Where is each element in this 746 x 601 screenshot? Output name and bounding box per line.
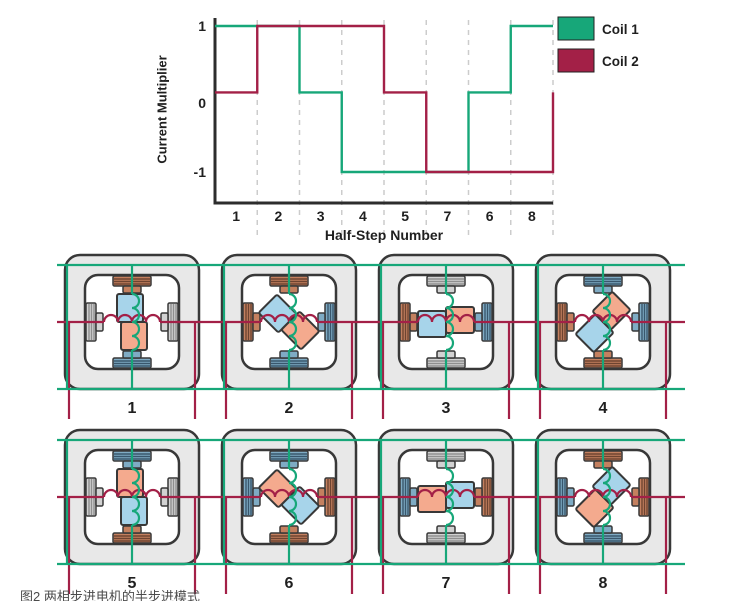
motor-diagram-4: 4 xyxy=(528,253,685,419)
coil1-wire xyxy=(371,263,528,391)
legend-label-coil2: Coil 2 xyxy=(602,54,639,69)
motor-number: 7 xyxy=(442,575,451,592)
coil2-line xyxy=(215,24,555,174)
motor-diagram-3: 3 xyxy=(371,253,528,419)
x-tick-label: 5 xyxy=(401,208,409,224)
coil1-wire xyxy=(214,263,371,391)
motor-state-grid: 1 2 xyxy=(57,249,685,596)
motor-number: 3 xyxy=(442,400,451,417)
coil1-wire xyxy=(214,438,371,566)
motor-number: 5 xyxy=(128,575,137,592)
legend-swatch-coil2 xyxy=(557,48,595,73)
rotor xyxy=(258,294,320,350)
motor-number: 4 xyxy=(599,400,608,417)
chart-gridlines xyxy=(256,20,554,238)
motor-diagram-7: 7 xyxy=(371,428,528,594)
motor-number: 6 xyxy=(285,575,294,592)
coil1-wire xyxy=(57,263,214,391)
coil1-wire xyxy=(371,438,528,566)
coil1-wire xyxy=(57,438,214,566)
x-tick-label: 6 xyxy=(486,208,494,224)
motor-diagram-1: 1 xyxy=(57,253,214,419)
y-tick-label: 1 xyxy=(198,18,206,34)
x-tick-label: 7 xyxy=(443,208,451,224)
motor-diagram-8: 8 xyxy=(528,428,685,594)
coil1-wire xyxy=(528,438,685,566)
figure-caption: 图2 两相步进电机的半步进模式 xyxy=(20,589,200,601)
x-axis-title: Half-Step Number xyxy=(325,227,444,243)
legend-swatch-coil1 xyxy=(557,16,595,41)
rotor-north-half xyxy=(417,485,447,513)
motor-diagram-5: 5 xyxy=(57,428,214,594)
x-tick-label: 2 xyxy=(274,208,282,224)
y-tick-label: 0 xyxy=(198,95,206,111)
coil2-wire xyxy=(528,313,685,419)
rotor-north-half xyxy=(575,489,614,528)
coil2-wire xyxy=(214,313,371,419)
motor-number: 2 xyxy=(285,400,294,417)
chart-legend: Coil 1 Coil 2 xyxy=(557,16,639,73)
coil2-wire xyxy=(371,488,528,594)
motor-number: 1 xyxy=(128,400,137,417)
x-tick-label: 1 xyxy=(232,208,240,224)
motor-diagram-2: 2 xyxy=(214,253,371,419)
motor-diagram-6: 6 xyxy=(214,428,371,594)
x-tick-label: 4 xyxy=(359,208,367,224)
chart-axis xyxy=(213,18,553,205)
x-tick-label: 8 xyxy=(528,208,536,224)
x-tick-label: 3 xyxy=(317,208,325,224)
motor-number: 8 xyxy=(599,575,608,592)
halfstep-current-chart: 1 0 -1 1 2 3 4 5 7 6 8 Half-Step Number Coil 1 Coil 2 xyxy=(194,16,639,243)
legend-label-coil1: Coil 1 xyxy=(602,22,639,37)
y-tick-label: -1 xyxy=(194,164,207,180)
coil1-wire xyxy=(528,263,685,391)
rotor-north-half xyxy=(258,469,297,508)
coil2-wire xyxy=(57,313,214,419)
